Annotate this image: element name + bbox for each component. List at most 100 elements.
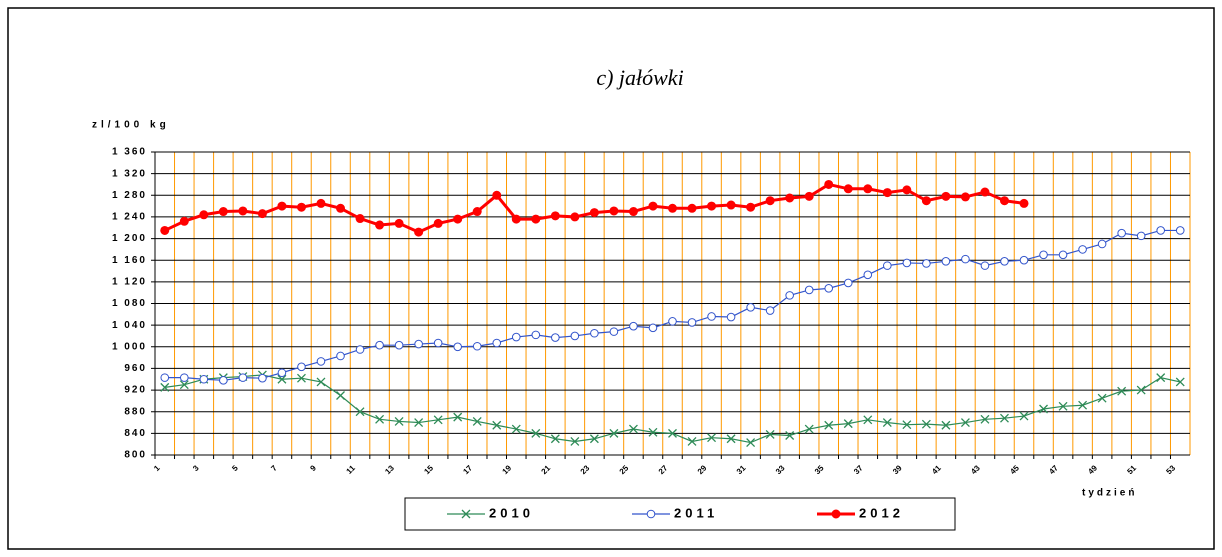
point — [355, 407, 365, 417]
point — [999, 196, 1009, 206]
point — [980, 414, 990, 424]
y-tick-label: 1 080 — [112, 298, 147, 309]
point — [863, 184, 873, 194]
y-tick-label: 840 — [124, 428, 147, 439]
y-tick-label: 1 320 — [112, 168, 147, 179]
point — [570, 212, 580, 222]
point — [1156, 226, 1166, 235]
point — [316, 377, 326, 387]
y-tick-label: 1 040 — [112, 320, 147, 331]
point — [238, 373, 248, 382]
point — [511, 214, 521, 224]
point — [941, 420, 951, 430]
point — [882, 418, 892, 427]
point — [414, 418, 424, 427]
point — [375, 340, 384, 350]
point — [609, 327, 619, 336]
y-tick-label: 1 280 — [112, 190, 147, 201]
point — [492, 338, 502, 348]
x-tick-label: 3 — [191, 463, 201, 473]
point — [160, 382, 170, 392]
y-tick-label: 880 — [124, 406, 147, 417]
point — [433, 338, 443, 348]
point — [1175, 377, 1185, 387]
point — [902, 420, 912, 430]
point — [433, 218, 443, 228]
point — [785, 193, 795, 203]
point — [1058, 401, 1068, 411]
point — [746, 438, 756, 448]
x-tick-label: 7 — [269, 463, 279, 473]
point — [570, 437, 580, 446]
point — [824, 284, 834, 293]
point — [1117, 386, 1127, 396]
point — [961, 254, 970, 264]
point — [941, 256, 951, 266]
point — [531, 428, 541, 438]
point — [1097, 393, 1107, 403]
point — [219, 376, 228, 385]
point — [726, 312, 736, 322]
point — [863, 270, 873, 280]
point — [902, 185, 912, 195]
point — [1000, 256, 1009, 266]
point — [394, 218, 404, 228]
point — [160, 225, 170, 235]
point — [843, 419, 853, 429]
point — [492, 190, 502, 200]
point — [922, 259, 931, 268]
point — [1117, 228, 1126, 238]
point — [609, 206, 619, 216]
point — [277, 374, 287, 384]
point — [550, 211, 560, 221]
point — [824, 420, 834, 430]
point — [1175, 226, 1185, 235]
y-tick-label: 1 160 — [112, 255, 147, 266]
point — [843, 278, 853, 288]
point — [179, 380, 189, 390]
point — [218, 207, 228, 217]
point — [375, 414, 385, 424]
point — [590, 328, 599, 338]
point — [707, 312, 716, 321]
point — [336, 203, 346, 213]
point — [1156, 373, 1166, 383]
chart-title: c) jałówki — [596, 65, 683, 90]
y-tick-label: 1 360 — [112, 147, 147, 158]
point — [707, 433, 717, 443]
point — [902, 258, 912, 268]
point — [668, 203, 677, 213]
point — [628, 424, 638, 434]
point — [785, 431, 795, 440]
point — [316, 198, 326, 208]
point — [843, 184, 853, 194]
y-tick-label: 1 200 — [112, 233, 147, 244]
point — [258, 373, 267, 383]
point — [550, 434, 560, 444]
point — [199, 374, 209, 384]
point — [707, 201, 717, 211]
point — [531, 330, 541, 340]
point — [648, 201, 658, 211]
point — [160, 373, 170, 382]
x-tick-label: 5 — [230, 463, 240, 473]
point — [1039, 404, 1048, 414]
point — [336, 351, 345, 361]
point — [609, 428, 619, 438]
point — [472, 207, 482, 217]
point — [1097, 239, 1107, 249]
point — [746, 202, 756, 212]
point — [531, 214, 541, 224]
legend-label: 2011 — [674, 505, 718, 520]
point — [726, 200, 736, 210]
point — [980, 187, 990, 197]
point — [453, 412, 463, 422]
point — [629, 321, 638, 331]
point — [1019, 255, 1029, 265]
point — [492, 420, 502, 430]
point — [804, 424, 814, 434]
point — [375, 220, 385, 230]
y-axis-label: zl/100 kg — [92, 120, 170, 131]
point — [765, 306, 775, 315]
